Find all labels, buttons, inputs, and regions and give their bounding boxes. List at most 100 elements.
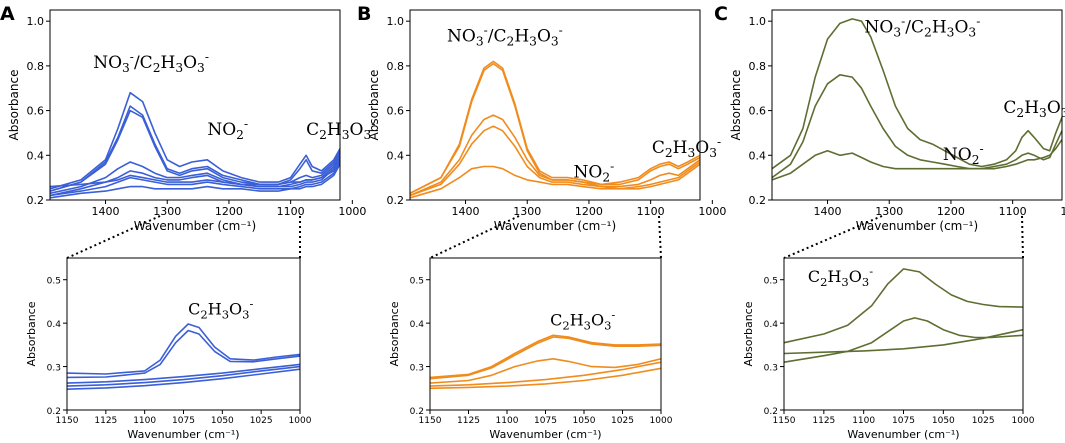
- panel-label-c: C: [714, 3, 728, 25]
- x-tick-label: 1150: [773, 416, 796, 426]
- annotation-label: NO3-​/C2H3O3-​: [865, 14, 981, 39]
- series-line-z1: [66, 323, 301, 375]
- x-tick-label: 1050: [932, 416, 955, 426]
- x-tick-label: 1000: [1012, 416, 1035, 426]
- x-tick-label: 1400: [92, 205, 120, 218]
- x-tick-label: 1150: [56, 416, 79, 426]
- series-line-z3: [783, 328, 1024, 355]
- series-line-s6: [49, 161, 341, 197]
- annotation-label: C2H3O3-​: [808, 264, 873, 289]
- annotation-label: C2H3O3-​: [652, 135, 721, 160]
- x-tick-label: 1300: [153, 205, 181, 218]
- x-tick-label: 1125: [94, 416, 117, 426]
- y-axis-label: Absorbance: [7, 70, 21, 141]
- y-tick-label: 0.3: [764, 364, 778, 374]
- plot-frame: [409, 9, 701, 201]
- series-line-z2: [783, 317, 1024, 363]
- x-axis-label: Wavenumber (cm⁻¹): [127, 428, 239, 441]
- plot-frame: [771, 9, 1063, 201]
- series-line-s5: [49, 157, 341, 197]
- y-tick-label: 0.2: [47, 407, 61, 417]
- annotation-label: C2H3O3-​: [188, 296, 253, 321]
- annotation-label: NO3-​/C2H3O3-​: [447, 23, 563, 48]
- chart-b: 1400 1300 1200 1100 1000 0.2 0.4 0.6 0.8 1.0 Waven…: [367, 9, 726, 233]
- x-tick-label: 1000: [338, 205, 366, 218]
- x-tick-label: 1200: [215, 205, 243, 218]
- y-axis-label: Absorbance: [729, 70, 743, 141]
- annotation-label: C2H3O3-​: [550, 307, 615, 332]
- x-tick-label: 1100: [133, 416, 156, 426]
- chart-c: 1400 1300 1200 1100 1000 0.2 0.4 0.6 0.8 1.0 Waven…: [729, 9, 1065, 233]
- series-line-s4: [409, 125, 701, 197]
- series-line-s2: [409, 62, 701, 195]
- x-tick-label: 1075: [892, 416, 915, 426]
- x-tick-label: 1100: [637, 205, 665, 218]
- series-line-s5: [409, 163, 701, 199]
- series-line-c2: [771, 74, 1063, 179]
- y-axis-label: Absorbance: [388, 301, 401, 366]
- chart-b-zoom: 1150 1125 1100 1075 1050 1025 1000 0.2 0.3 0.4 0.5…: [388, 257, 673, 441]
- series-line-z1: [783, 268, 1024, 344]
- x-axis-label: Wavenumber (cm⁻¹): [494, 219, 616, 233]
- x-tick-label: 1025: [250, 416, 273, 426]
- annotation-label: NO2-​: [207, 117, 248, 142]
- y-tick-label: 0.3: [410, 364, 424, 374]
- x-axis-label: Wavenumber (cm⁻¹): [489, 428, 601, 441]
- y-tick-label: 0.2: [410, 407, 424, 417]
- y-tick-label: 0.8: [27, 60, 45, 73]
- x-tick-label: 1100: [999, 205, 1027, 218]
- x-tick-label: 1000: [698, 205, 726, 218]
- series-line-c3: [771, 139, 1063, 181]
- chart-a: 1400 1300 1200 1100 1000 0.2 0.4 0.6 0.8 1.0 Waven…: [7, 9, 375, 233]
- y-axis-label: Absorbance: [742, 301, 755, 366]
- y-tick-label: 0.4: [27, 149, 45, 162]
- zoom-connector-b-left: [429, 215, 520, 259]
- y-tick-label: 0.4: [410, 320, 425, 330]
- x-tick-label: 1300: [513, 205, 541, 218]
- x-tick-label: 1125: [457, 416, 480, 426]
- y-tick-label: 0.2: [387, 194, 405, 207]
- series-line-s3: [49, 109, 341, 192]
- x-tick-label: 1150: [419, 416, 442, 426]
- y-tick-label: 1.0: [387, 15, 405, 28]
- x-tick-label: 1400: [814, 205, 842, 218]
- y-tick-label: 0.3: [47, 364, 61, 374]
- annotation-label: NO3-​/C2H3O3-​: [93, 50, 209, 75]
- y-tick-label: 1.0: [27, 15, 45, 28]
- chart-a-zoom: 1150 1125 1100 1075 1050 1025 1000 0.2 0.3 0.4 0.5…: [25, 257, 312, 441]
- series-line-z3: [429, 357, 662, 384]
- x-tick-label: 1075: [534, 416, 557, 426]
- series-line-z4: [429, 361, 662, 387]
- series-line-z4: [66, 365, 301, 387]
- series-line-z2: [66, 329, 301, 379]
- y-tick-label: 0.6: [27, 105, 45, 118]
- annotation-label: C2H3O3-​: [306, 117, 375, 142]
- x-tick-label: 1025: [972, 416, 995, 426]
- x-tick-label: 1100: [852, 416, 875, 426]
- series-line-s3: [409, 114, 701, 197]
- x-axis-label: Wavenumber (cm⁻¹): [856, 219, 978, 233]
- x-tick-label: 1200: [937, 205, 965, 218]
- annotation-label: C2H3O3-​: [1003, 95, 1065, 120]
- y-axis-label: Absorbance: [367, 70, 381, 141]
- zoom-connector-b-right: [658, 215, 662, 259]
- series-line-s7: [49, 163, 341, 199]
- annotation-label: NO2-​: [574, 160, 615, 185]
- x-tick-label: 1050: [211, 416, 234, 426]
- y-tick-label: 0.4: [47, 320, 62, 330]
- x-tick-label: 1075: [172, 416, 195, 426]
- y-tick-label: 0.8: [387, 60, 405, 73]
- y-tick-label: 0.4: [387, 149, 405, 162]
- x-tick-label: 1300: [875, 205, 903, 218]
- x-tick-label: 1100: [277, 205, 305, 218]
- annotation-label: NO2-​: [943, 142, 984, 167]
- y-tick-label: 0.2: [749, 194, 767, 207]
- series-line-z5: [66, 368, 301, 390]
- y-tick-label: 1.0: [749, 15, 767, 28]
- x-tick-label: 1125: [812, 416, 835, 426]
- x-tick-label: 1000: [1060, 205, 1065, 218]
- series-line-z1: [429, 334, 662, 379]
- x-tick-label: 1200: [575, 205, 603, 218]
- x-axis-label: Wavenumber (cm⁻¹): [134, 219, 256, 233]
